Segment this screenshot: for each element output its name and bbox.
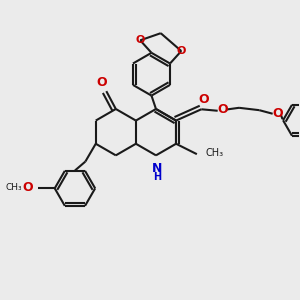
Text: CH₃: CH₃: [5, 183, 22, 192]
Text: N: N: [152, 162, 163, 175]
Text: O: O: [198, 93, 209, 106]
Text: O: O: [22, 181, 33, 194]
Text: O: O: [136, 35, 145, 45]
Text: CH₃: CH₃: [205, 148, 223, 158]
Text: O: O: [177, 46, 186, 56]
Text: O: O: [218, 103, 228, 116]
Text: O: O: [97, 76, 107, 89]
Text: O: O: [273, 106, 283, 120]
Text: H: H: [153, 172, 161, 182]
